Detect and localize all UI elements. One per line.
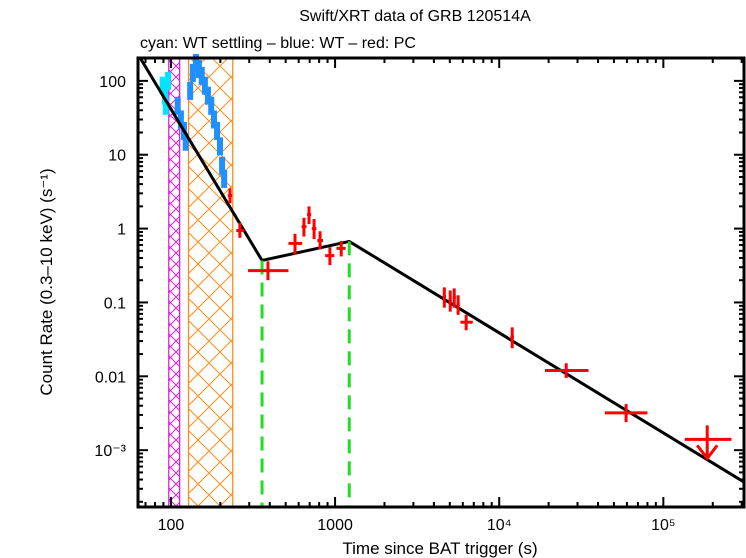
y-axis-label: Count Rate (0.3–10 keV) (s⁻¹): [37, 168, 56, 395]
y-tick-label: 0.01: [95, 369, 126, 386]
break-markers: [260, 241, 351, 507]
x-tick-label: 1000: [317, 517, 353, 534]
plot-frame: [136, 56, 746, 509]
y-tick-label: 1: [117, 222, 126, 239]
pc-data-point: [456, 295, 460, 315]
pc-data-point: [307, 206, 312, 225]
x-axis-label: Time since BAT trigger (s): [342, 539, 537, 558]
wt-settling-data-point: [165, 71, 172, 90]
shaded-intervals: [168, 57, 234, 508]
pc-data-point: [236, 222, 245, 238]
x-tick-label: 10⁴: [487, 517, 512, 534]
pc-data-point: [336, 240, 346, 257]
pc-data-point: [311, 218, 317, 240]
wt-data-point: [198, 66, 205, 85]
pc-data-point: [604, 404, 648, 423]
pc-data-point: [452, 288, 456, 308]
pc-data-point: [325, 247, 335, 266]
wt-data-point: [182, 132, 189, 151]
pc-data: [227, 188, 732, 461]
wt-data-point: [174, 96, 181, 115]
wt-settling-data-point: [161, 86, 168, 105]
pc-data-point: [510, 327, 514, 349]
x-tick-label: 100: [158, 517, 185, 534]
arrow-down-icon: [696, 444, 719, 461]
wt-data-point: [201, 76, 208, 95]
pc-data-point: [544, 363, 589, 378]
y-tick-label: 10: [108, 148, 126, 165]
wt-data-point: [221, 169, 228, 188]
pc-data-point: [248, 261, 289, 281]
wt-settling-data-point: [159, 76, 166, 95]
wt-data-point: [208, 96, 215, 115]
wt-data: [159, 53, 228, 188]
chart-title: Swift/XRT data of GRB 120514A: [299, 8, 531, 25]
x-tick-label: 10⁵: [651, 517, 675, 534]
chart-subtitle: cyan: WT settling – blue: WT – red: PC: [140, 35, 416, 52]
pc-data-point: [317, 231, 324, 250]
pc-data-point: [227, 188, 233, 204]
y-tick-label: 10⁻³: [94, 443, 126, 460]
wt-settling-data-point: [162, 96, 169, 115]
axes: 100 1000 10⁴ 10⁵ 100 10 1 0.1 0.01 10⁻³: [94, 56, 746, 534]
wt-data-point: [204, 86, 211, 105]
wt-data-point: [187, 81, 194, 100]
wt-data-point: [219, 156, 226, 175]
wt-data-point: [189, 63, 196, 82]
y-tick-label: 100: [99, 74, 126, 91]
y-tick-label: 0.1: [104, 295, 126, 312]
wt-data-point: [177, 110, 184, 129]
pc-data-point: [288, 233, 303, 255]
pc-data-point: [301, 217, 307, 237]
wt-data-point: [216, 137, 223, 156]
orange-interval: [187, 57, 234, 508]
model-fit: [138, 57, 745, 484]
pc-data-point: [448, 290, 452, 312]
wt-data-point: [211, 110, 218, 129]
model-fit-line: [138, 57, 745, 484]
pc-data-point: [442, 287, 446, 308]
pc-data-point: [460, 314, 473, 331]
upper-limit-point: [684, 425, 732, 461]
wt-data-point: [214, 121, 221, 140]
